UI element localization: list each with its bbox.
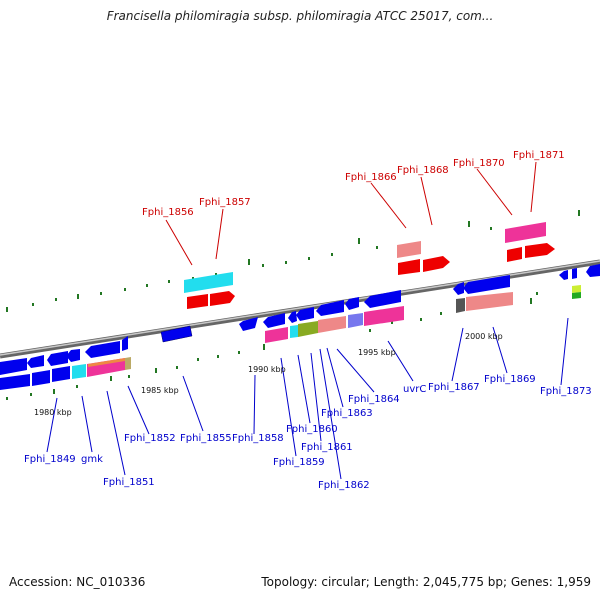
gene-label[interactable]: Fphi_1861 [301, 442, 353, 453]
gene-label[interactable]: Fphi_1868 [397, 165, 449, 176]
gene-label[interactable]: Fphi_1863 [321, 408, 373, 419]
gene-label[interactable]: Fphi_1873 [540, 386, 592, 397]
map-title: Francisella philomiragia subsp. philomir… [106, 9, 494, 23]
gene-label[interactable]: Fphi_1852 [124, 433, 176, 444]
forward-strand-genes [160, 264, 600, 343]
gene-label[interactable]: Fphi_1859 [273, 457, 325, 468]
gene-label[interactable]: uvrC [403, 384, 426, 395]
tick-rows [6, 210, 580, 400]
scale-label: 1980 kbp [34, 408, 72, 417]
gene-label[interactable]: Fphi_1867 [428, 382, 480, 393]
scale-label: 1995 kbp [358, 348, 396, 357]
scale-labels: 1980 kbp 1985 kbp 1990 kbp 1995 kbp 2000… [34, 332, 503, 417]
scale-label: 1990 kbp [248, 365, 286, 374]
gene-label[interactable]: gmk [81, 454, 103, 465]
gene-label[interactable]: Fphi_1849 [24, 454, 76, 465]
scale-label: 1985 kbp [141, 386, 179, 395]
feature-genes-upper [184, 222, 555, 309]
accession-label: Accession: NC_010336 [9, 575, 146, 589]
gene-label[interactable]: Fphi_1856 [142, 207, 194, 218]
scale-label: 2000 kbp [465, 332, 503, 341]
gene-label[interactable]: Fphi_1857 [199, 197, 251, 208]
gene-label[interactable]: Fphi_1855 [180, 433, 232, 444]
gene-labels-red: Fphi_1856 Fphi_1857 Fphi_1866 Fphi_1868 … [142, 150, 565, 218]
topology-info: Topology: circular; Length: 2,045,775 bp… [261, 575, 591, 589]
gene-label[interactable]: Fphi_1864 [348, 394, 400, 405]
gene-label[interactable]: Fphi_1860 [286, 424, 338, 435]
reverse-strand-genes [0, 285, 581, 390]
gene-label[interactable]: Fphi_1866 [345, 172, 397, 183]
red-leader-lines [165, 161, 537, 266]
gene-label[interactable]: Fphi_1862 [318, 480, 370, 491]
gene-label[interactable]: Fphi_1851 [103, 477, 155, 488]
gene-label[interactable]: Fphi_1858 [232, 433, 284, 444]
blue-leader-lines [46, 317, 569, 480]
gene-label[interactable]: Fphi_1870 [453, 158, 505, 169]
gene-label[interactable]: Fphi_1871 [513, 150, 565, 161]
gene-label[interactable]: Fphi_1869 [484, 374, 536, 385]
gene-labels-blue: Fphi_1849 gmk Fphi_1851 Fphi_1852 Fphi_1… [24, 374, 592, 491]
